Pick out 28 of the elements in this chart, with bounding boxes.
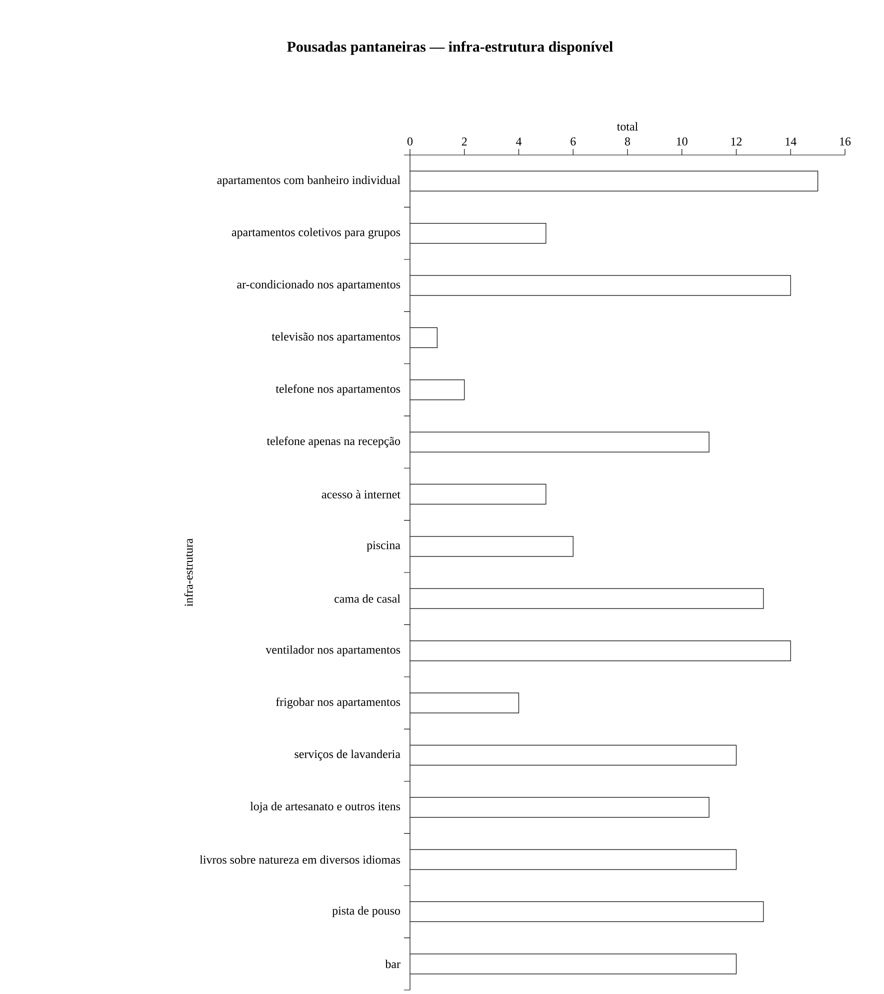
x-tick-label: 12: [731, 138, 742, 146]
y-tick-label: ventilador nos apartamentos: [266, 645, 400, 656]
x-tick-label: 8: [624, 137, 630, 146]
x-tick-label: 10: [676, 137, 688, 146]
y-tick-label: apartamentos coletivos para grupos: [232, 228, 400, 239]
y-tick-label: bar: [385, 960, 400, 968]
x-tick-label: 2: [462, 138, 467, 146]
x-tick-label: 16: [840, 137, 851, 146]
y-axis-title: infra-estrutura: [184, 538, 193, 606]
chart-title: Pousadas pantaneiras — infra-estrutura disponível: [287, 41, 613, 55]
y-tick-label: televisão nos apartamentos: [272, 332, 400, 344]
y-tick-label: piscina: [366, 541, 400, 552]
y-tick-label: ar-condicionado nos apartamentos: [237, 280, 400, 291]
y-tick-label: apartamentos com banheiro individual: [217, 176, 400, 187]
x-tick-label: 14: [786, 138, 796, 146]
x-tick-label: 4: [516, 138, 522, 146]
y-tick-label: telefone apenas na recepção: [266, 436, 400, 448]
y-tick-label: acesso à internet: [322, 490, 400, 498]
y-tick-label: loja de artesanato e outros itens: [250, 802, 400, 813]
y-tick-label: frigobar nos apartamentos: [276, 697, 400, 708]
y-tick-label: livros sobre natureza em diversos idiomas: [200, 855, 400, 864]
y-tick-label: cama de casal: [334, 594, 400, 603]
x-tick-label: 0: [407, 137, 413, 146]
x-tick-label: 6: [570, 137, 576, 146]
y-tick-label: pista de pouso: [332, 906, 400, 918]
x-axis-title: total: [616, 122, 638, 131]
y-tick-label: serviços de lavanderia: [294, 750, 400, 761]
y-tick-label: telefone nos apartamentos: [276, 384, 400, 396]
